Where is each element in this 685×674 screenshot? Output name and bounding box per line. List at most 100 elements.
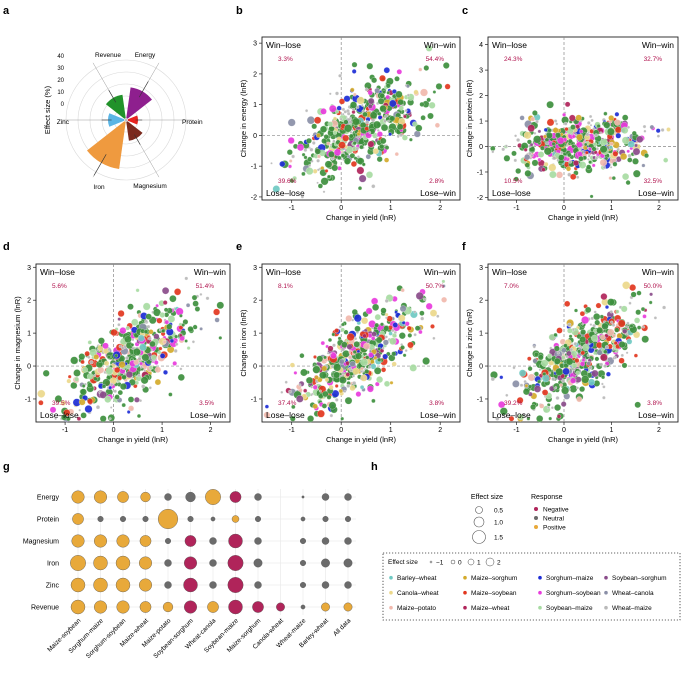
legend-size-dot-neg1 bbox=[429, 560, 433, 564]
scatter-c-xtick-label: -1 bbox=[513, 205, 519, 212]
scatter-e-point bbox=[382, 353, 389, 360]
scatter-f-point bbox=[610, 320, 614, 324]
scatter-c-point bbox=[556, 136, 565, 145]
scatter-d-point bbox=[140, 376, 149, 385]
scatter-c-point bbox=[612, 150, 619, 157]
scatter-d-point bbox=[134, 396, 140, 403]
scatter-b-point bbox=[428, 101, 436, 109]
legend-rotation-dot bbox=[538, 575, 542, 580]
scatter-d-point bbox=[148, 386, 152, 390]
scatter-d-point bbox=[141, 384, 146, 389]
scatter-d-point bbox=[98, 359, 103, 363]
scatter-b-point bbox=[351, 61, 358, 68]
scatter-d-point bbox=[86, 373, 94, 380]
scatter-f-point bbox=[490, 377, 495, 382]
legend-h-neutral-dot bbox=[534, 516, 538, 520]
scatter-b-point bbox=[350, 87, 355, 93]
scatter-e-point bbox=[382, 339, 389, 346]
legend-rotation-dot bbox=[389, 590, 393, 595]
scatter-d-point bbox=[127, 303, 134, 310]
scatter-e-point bbox=[360, 366, 364, 371]
legend-h-positive-label: Positive bbox=[543, 525, 566, 532]
scatter-f-point bbox=[586, 353, 590, 357]
matrix-bubble bbox=[115, 555, 131, 571]
scatter-b-point bbox=[406, 84, 410, 89]
scatter-f-xtick-label: 2 bbox=[657, 427, 661, 434]
scatter-c-ytick-label: -2 bbox=[477, 195, 483, 202]
radar-tick-30: 30 bbox=[57, 66, 64, 72]
scatter-f-point bbox=[547, 353, 553, 359]
scatter-c-point bbox=[540, 145, 545, 151]
scatter-e-point bbox=[339, 376, 347, 384]
matrix-bubble bbox=[344, 537, 352, 545]
scatter-c-point bbox=[543, 161, 549, 167]
scatter-d-winlose-label: Win–lose bbox=[40, 267, 75, 277]
scatter-e-point bbox=[400, 288, 405, 293]
scatter-b-point bbox=[379, 137, 387, 145]
scatter-d-point bbox=[140, 365, 143, 369]
scatter-b-point bbox=[373, 120, 381, 129]
scatter-b-point bbox=[394, 152, 399, 157]
scatter-c-point bbox=[545, 141, 549, 146]
scatter-e-point bbox=[344, 396, 353, 405]
scatter-c-point bbox=[622, 173, 630, 181]
scatter-c-point bbox=[563, 121, 568, 126]
scatter-d-point bbox=[185, 303, 191, 308]
scatter-e-point bbox=[340, 327, 345, 333]
scatter-b-ylabel: Change in energy (lnR) bbox=[239, 79, 248, 157]
scatter-b-point bbox=[288, 164, 292, 169]
scatter-b-point bbox=[329, 143, 333, 147]
matrix-bubble bbox=[71, 534, 85, 548]
scatter-d-point bbox=[84, 350, 90, 357]
scatter-c-point bbox=[537, 129, 542, 134]
scatter-f-point bbox=[622, 328, 628, 334]
scatter-e-point bbox=[365, 355, 370, 360]
legend-effect-response: Effect size 0.5 1.0 1.5 Response Negativ… bbox=[471, 494, 569, 544]
matrix-bubble bbox=[157, 509, 178, 530]
scatter-e-point bbox=[343, 389, 347, 393]
scatter-c-point bbox=[573, 160, 579, 166]
scatter-e-point bbox=[312, 384, 318, 390]
scatter-c-point bbox=[626, 125, 631, 129]
scatter-d-point bbox=[70, 356, 79, 365]
scatter-d-point bbox=[145, 313, 152, 320]
scatter-e-point bbox=[404, 349, 408, 353]
scatter-e-point bbox=[441, 279, 446, 284]
scatter-e-point bbox=[374, 313, 381, 321]
scatter-b-point bbox=[324, 160, 333, 169]
scatter-d-winlose-pct: 5.6% bbox=[52, 283, 67, 290]
scatter-d-point bbox=[174, 334, 179, 339]
scatter-d-point bbox=[119, 327, 127, 335]
scatter-b-point bbox=[391, 89, 397, 94]
scatter-c-xtick-label: 0 bbox=[562, 205, 566, 212]
scatter-c-point bbox=[543, 134, 547, 139]
scatter-d-point bbox=[163, 369, 168, 375]
scatter-f-point bbox=[609, 310, 613, 314]
scatter-c-point bbox=[594, 133, 599, 138]
scatter-d-point bbox=[113, 389, 117, 393]
scatter-b-point bbox=[364, 87, 369, 92]
scatter-b-loselose-label: Lose–lose bbox=[266, 188, 305, 198]
scatter-d-point bbox=[181, 323, 186, 327]
scatter-d-point bbox=[121, 374, 127, 380]
scatter-b-point bbox=[420, 88, 428, 97]
scatter-f-point bbox=[618, 357, 625, 364]
scatter-e-ytick-label: 0 bbox=[253, 364, 257, 371]
scatter-d-loselose-label: Lose–lose bbox=[40, 410, 79, 420]
scatter-f-point bbox=[579, 361, 586, 367]
scatter-d-point bbox=[38, 400, 44, 406]
legend-h-negative-dot bbox=[534, 507, 538, 511]
scatter-c-point bbox=[504, 144, 508, 148]
legend-rotation-label: Wheat–maize bbox=[612, 605, 652, 612]
scatter-f-point bbox=[564, 300, 571, 307]
scatter-c-point bbox=[588, 114, 593, 119]
scatter-b-point bbox=[309, 147, 314, 152]
scatter-f-point bbox=[586, 361, 591, 366]
scatter-e-point bbox=[346, 333, 355, 341]
scatter-d-point bbox=[114, 394, 120, 400]
scatter-d-point bbox=[107, 355, 111, 359]
scatter-f-point bbox=[574, 358, 580, 363]
scatter-b-point bbox=[380, 123, 389, 132]
scatter-e-point bbox=[353, 314, 362, 323]
